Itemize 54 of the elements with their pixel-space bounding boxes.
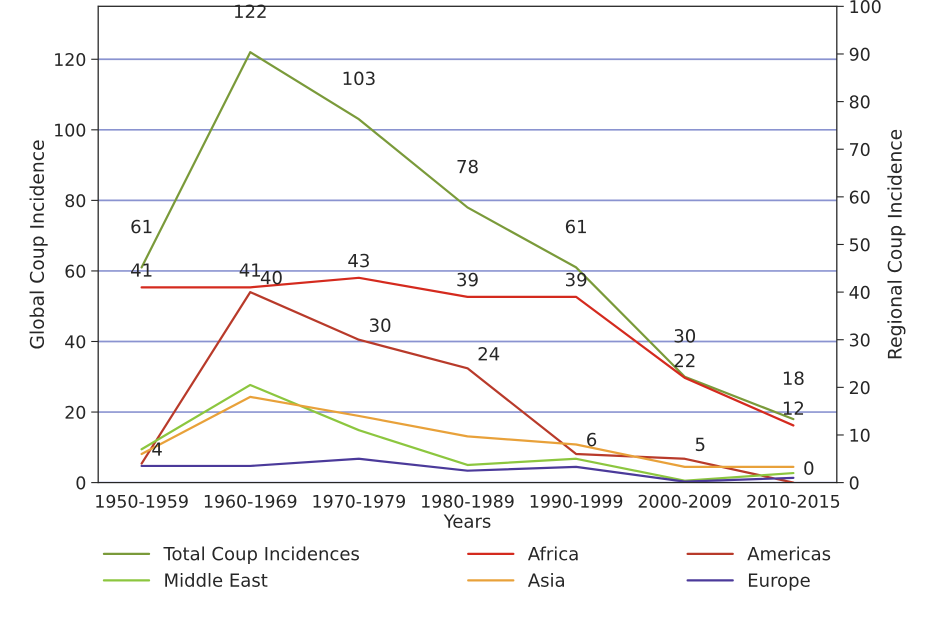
y-tick-label: 80 (65, 194, 86, 208)
legend-label: Middle East (165, 572, 268, 587)
y-tick-label: 40 (65, 335, 86, 348)
legend-label: Americas (747, 546, 830, 560)
data-label: 39 (457, 272, 478, 286)
x-tick-label: 2000-2009 (638, 494, 731, 508)
x-tick-label: 1960-1969 (204, 494, 296, 508)
data-label: 41 (240, 263, 260, 277)
x-tick-label: 1950-1959 (96, 494, 188, 508)
data-label: 5 (696, 438, 704, 452)
data-label: 0 (804, 461, 814, 475)
data-label: 61 (131, 220, 152, 234)
data-label: 30 (370, 318, 390, 332)
data-label: 61 (566, 220, 586, 234)
x-tick-label: 2010-2015 (747, 494, 840, 508)
y-axis-title: Global Coup Incidence (30, 140, 48, 349)
x-tick-label: 1980-1989 (422, 494, 514, 508)
data-label: 18 (784, 371, 804, 386)
legend-label: Africa (528, 546, 578, 560)
data-label: 12 (784, 401, 804, 415)
data-label: 103 (344, 72, 375, 86)
data-label: 6 (587, 432, 596, 446)
y2-axis-title: Regional Coup Incidence (887, 130, 906, 358)
y2-tick-label: 20 (850, 381, 870, 394)
y2-tick-label: 40 (849, 286, 870, 299)
y2-tick-label: 80 (850, 95, 870, 108)
y2-tick-label: 90 (850, 48, 870, 61)
y2-tick-label: 10 (850, 428, 870, 442)
data-label: 43 (348, 254, 369, 268)
data-label: 40 (260, 270, 282, 284)
data-label: 24 (478, 346, 500, 360)
y-tick-label: 100 (55, 124, 86, 137)
x-tick-label: 1990-1999 (530, 494, 622, 508)
data-label: 39 (566, 272, 586, 286)
y-tick-label: 0 (76, 476, 86, 490)
x-axis-title: Years (444, 514, 490, 528)
legend-label: Asia (528, 572, 564, 587)
y-tick-label: 60 (65, 264, 86, 278)
data-label: 22 (674, 354, 694, 368)
data-label: 78 (457, 160, 478, 174)
y2-tick-label: 60 (850, 190, 870, 204)
y2-tick-label: 30 (850, 333, 870, 347)
data-label: 41 (131, 263, 152, 277)
x-tick-label: 1970-1979 (313, 494, 405, 508)
y2-tick-label: 100 (850, 0, 881, 14)
y2-tick-label: 50 (850, 238, 870, 252)
y2-tick-label: 70 (850, 142, 870, 156)
y2-tick-label: 0 (850, 476, 859, 490)
data-label: 30 (674, 329, 696, 343)
legend-label: Europe (748, 574, 810, 590)
legend-label: Total Coup Incidences (163, 546, 359, 564)
y-tick-label: 120 (55, 52, 86, 66)
line-series (140, 458, 794, 483)
y-tick-label: 20 (66, 406, 86, 419)
